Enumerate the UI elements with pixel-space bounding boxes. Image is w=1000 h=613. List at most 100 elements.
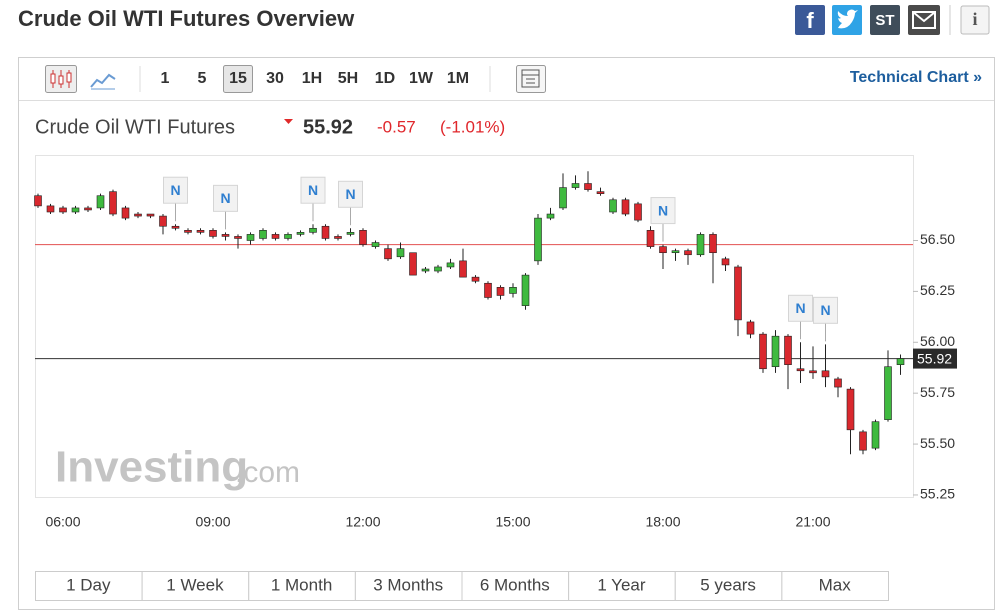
interval-button[interactable]: 1M	[447, 70, 469, 87]
interval-button[interactable]: 30	[266, 70, 284, 87]
candle-body	[421, 268, 430, 272]
candle-body	[846, 388, 855, 431]
share-icons: f ST i	[795, 5, 990, 35]
range-button[interactable]	[461, 571, 570, 601]
interval-button[interactable]: 5H	[338, 70, 358, 87]
price-change: -0.57	[377, 117, 416, 136]
candle-body	[271, 234, 280, 239]
range-button-label[interactable]: 6 Months	[480, 575, 550, 594]
candle-body	[834, 378, 842, 388]
candle-body	[309, 227, 317, 233]
last-price: 55.92	[303, 116, 353, 138]
candle-body	[96, 195, 105, 209]
interval-button[interactable]: 1D	[375, 70, 395, 87]
candle-body	[384, 248, 392, 260]
news-marker[interactable]	[788, 294, 813, 322]
candle-body	[609, 199, 617, 213]
range-button-label[interactable]: 5 years	[700, 575, 756, 594]
range-button[interactable]	[674, 571, 783, 601]
candle-body	[221, 234, 230, 237]
y-tick-label: 56.50	[920, 231, 955, 247]
candle-body	[809, 370, 817, 374]
x-tick-label: 12:00	[345, 514, 380, 530]
facebook-icon[interactable]	[795, 5, 825, 35]
news-marker-label: N	[795, 300, 805, 316]
news-marker-label: N	[345, 186, 355, 202]
candle-body	[396, 248, 405, 258]
y-tick-label: 55.50	[920, 435, 955, 451]
info-icon[interactable]	[960, 5, 990, 35]
interval-button[interactable]: 15	[229, 70, 247, 87]
candle-body	[409, 252, 417, 276]
news-marker[interactable]	[163, 176, 188, 204]
candle-body	[759, 333, 767, 370]
range-button-label[interactable]: 1 Week	[166, 575, 224, 594]
watermark-brand: Investing	[55, 443, 248, 492]
candle-body	[46, 205, 55, 213]
candle-body	[659, 246, 667, 254]
technical-chart-link[interactable]: Technical Chart »	[850, 69, 982, 86]
range-button-label[interactable]: 1 Day	[66, 575, 111, 594]
y-tick-label: 55.75	[920, 384, 955, 400]
news-marker[interactable]	[338, 180, 363, 208]
interval-button[interactable]: 1H	[302, 70, 322, 87]
candle-body	[446, 262, 455, 268]
candle-body	[246, 234, 255, 241]
x-tick-label: 09:00	[195, 514, 230, 530]
candle-body	[71, 207, 80, 213]
instrument-name: Crude Oil WTI Futures	[35, 116, 235, 138]
down-arrow	[284, 119, 293, 124]
candle-body	[171, 225, 180, 229]
news-marker[interactable]	[300, 176, 326, 204]
candle-body	[521, 274, 530, 306]
range-button[interactable]	[35, 571, 143, 601]
info-glyph: i	[972, 9, 977, 29]
candle-body	[571, 183, 580, 188]
candle-body	[146, 213, 155, 217]
y-tick-label: 56.25	[920, 282, 955, 298]
candle-body	[496, 287, 505, 296]
candle-body	[509, 287, 517, 294]
candle-body	[209, 230, 217, 237]
x-tick-label: 21:00	[795, 514, 830, 530]
candle-body	[721, 258, 730, 266]
range-button-label[interactable]: 3 Months	[373, 575, 443, 594]
twitter-glyph	[837, 9, 858, 29]
news-marker[interactable]	[213, 184, 238, 212]
candle-body	[896, 358, 905, 365]
range-button[interactable]	[568, 571, 676, 601]
news-marker[interactable]	[813, 296, 838, 324]
candle-body	[684, 250, 692, 256]
candle-body	[234, 236, 242, 239]
stocktwits-text: ST	[875, 12, 894, 29]
candle-body	[871, 421, 880, 449]
settings-glyph	[521, 69, 540, 88]
stocktwits-icon[interactable]	[870, 5, 900, 35]
interval-button[interactable]: 1	[161, 70, 170, 87]
candle-body	[109, 191, 117, 215]
candle-body	[359, 230, 367, 245]
candle-body	[884, 366, 892, 420]
candle-body	[546, 213, 555, 219]
candle-body	[196, 230, 205, 233]
line-tool[interactable]	[90, 73, 116, 88]
x-tick-label: 18:00	[645, 514, 680, 530]
range-button-label[interactable]: Max	[819, 575, 852, 594]
range-button-label[interactable]: 1 Year	[597, 575, 646, 594]
candle-body	[734, 266, 742, 321]
candle-body	[471, 276, 480, 282]
range-button-label[interactable]: 1 Month	[271, 575, 332, 594]
range-button[interactable]	[248, 571, 356, 601]
candle-body	[596, 191, 605, 194]
interval-button[interactable]: 5	[198, 70, 207, 87]
news-marker[interactable]	[650, 197, 676, 225]
range-button[interactable]	[141, 571, 250, 601]
price-change-pct: (-1.01%)	[440, 117, 505, 136]
interval-button[interactable]: 1W	[409, 70, 434, 87]
candle-body	[321, 225, 330, 239]
range-button[interactable]	[781, 571, 889, 601]
last-price-tag	[913, 348, 957, 369]
candle-body	[771, 335, 780, 368]
candle-body	[59, 207, 67, 213]
